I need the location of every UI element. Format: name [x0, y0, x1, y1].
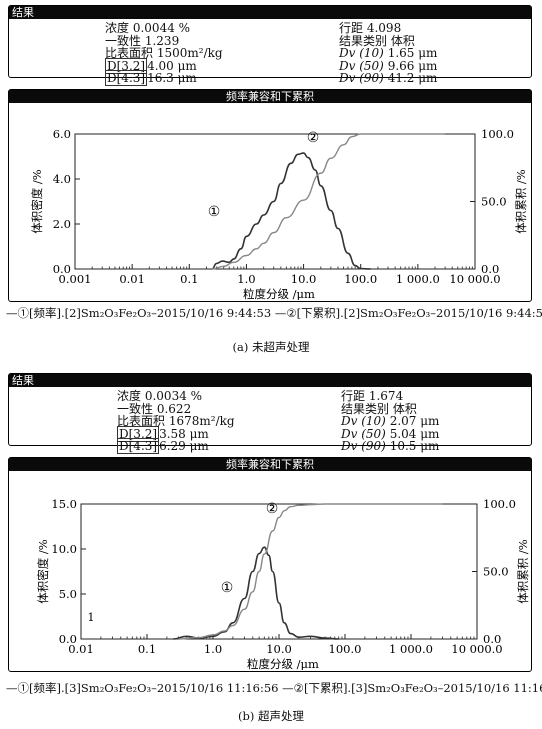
series-line-2 [211, 133, 446, 270]
caption-b: (b) 超声处理 [238, 709, 304, 723]
x-tick-label: 100.0 [344, 272, 377, 286]
chart-title-a: 频率兼容和下累积 [9, 90, 531, 103]
x-axis-label: 粒度分级 /μm [247, 657, 319, 670]
y-right-tick-label: 50.0 [481, 195, 507, 209]
stats-left-a: 浓度 0.0044 % 一致性 1.239 比表面积 1500m²/kg D[3… [105, 21, 223, 86]
y-left-tick-label: 2.0 [53, 217, 71, 231]
x-tick-label: 0.01 [68, 642, 94, 656]
y-left-tick-label: 6.0 [53, 127, 71, 141]
stats-right-b: 行距 1.674 结果类别 体积 Dv (10) 2.07 μm Dv (50)… [341, 390, 439, 453]
stats-b: 浓度 0.0034 % 一致性 0.622 比表面积 1678m²/kg D[3… [9, 387, 531, 454]
stats-left-b: 浓度 0.0034 % 一致性 0.622 比表面积 1678m²/kg D[3… [117, 389, 235, 454]
x-tick-label: 0.1 [138, 642, 156, 656]
y-right-tick-label: 50.0 [483, 565, 509, 579]
series-marker-1: ① [221, 580, 234, 596]
results-header-a: 结果 [9, 6, 531, 19]
chart-b: 0.01 0.1 1.0 10.0 100.0 1 000.0 10 000.00.05.0… [36, 497, 530, 670]
stat-concentration: 浓度 0.0044 % [105, 21, 191, 35]
x-tick-label: 1 000.0 [389, 642, 433, 656]
legend-b: —①[频率].[3]Sm₂O₃Fe₂O₃–2015/10/16 11:16:56… [6, 681, 542, 695]
stat-dv50: Dv (50) 5.04 μm [341, 426, 440, 441]
y-left-tick-label: 10.0 [51, 542, 77, 556]
legend-a: —①[频率].[2]Sm₂O₃Fe₂O₃–2015/10/16 9:44:53 … [6, 306, 542, 320]
stat-dv90: Dv (90) 41.2 μm [339, 71, 438, 85]
y-left-tick-label: 4.0 [53, 172, 71, 186]
y-left-tick-label: 0.0 [53, 262, 71, 276]
x-tick-label: 10.0 [291, 272, 317, 286]
results-panel-b: 结果 浓度 0.0034 % 一致性 0.622 比表面积 1678m²/kg … [8, 373, 532, 454]
side-marker: 1 [88, 611, 95, 624]
y-right-tick-label: 0.0 [481, 262, 499, 276]
stat-concentration: 浓度 0.0034 % [117, 389, 203, 403]
x-tick-label: 10 000.0 [449, 272, 500, 286]
stat-uniformity: 一致性 0.622 [117, 401, 192, 416]
stat-dv10: Dv (10) 1.65 μm [339, 46, 438, 60]
stat-uniformity: 一致性 1.239 [105, 33, 180, 48]
x-tick-label: 0.1 [180, 272, 198, 286]
chart-title-b: 频率兼容和下累积 [9, 458, 531, 471]
series-marker-2: ② [266, 501, 279, 517]
chart-panel-a: 频率兼容和下累积 0.001 0.01 0.1 1.0 10.0 100.0 1 000.0… [8, 89, 532, 302]
series-line-1 [211, 152, 371, 270]
series-marker-1: ① [208, 204, 221, 220]
stat-d32: D[3.2] 4.00 μm [105, 57, 197, 74]
results-header-b: 结果 [9, 374, 531, 387]
stat-dv90: Dv (90) 10.5 μm [341, 439, 440, 453]
x-tick-label: 100.0 [329, 642, 362, 656]
x-tick-label: 10.0 [266, 642, 292, 656]
y-left-axis-label: 体积密度 /% [36, 539, 50, 604]
results-panel-a: 结果 浓度 0.0044 % 一致性 1.239 比表面积 1500m²/kg … [8, 5, 532, 86]
chart-panel-b: 频率兼容和下累积 0.01 0.1 1.0 10.0 100.0 1 000.0 10 00… [8, 457, 532, 672]
stat-obscuration: 行距 1.674 [341, 389, 404, 403]
x-axis-label: 粒度分级 /μm [243, 287, 315, 300]
x-tick-label: 1.0 [204, 642, 222, 656]
y-right-tick-label: 100.0 [483, 497, 516, 511]
x-tick-label: 0.01 [119, 272, 145, 286]
y-right-tick-label: 0.0 [483, 632, 501, 646]
x-tick-label: 1 000.0 [396, 272, 440, 286]
stat-specific-surface: 比表面积 1678m²/kg [117, 414, 235, 428]
stat-d32: D[3.2] 3.58 μm [117, 425, 209, 442]
x-tick-label: 0.001 [59, 272, 92, 286]
series-marker-2: ② [307, 130, 320, 146]
y-right-tick-label: 100.0 [481, 127, 514, 141]
series-line-2 [178, 503, 443, 640]
chart-a: 0.001 0.01 0.1 1.0 10.0 100.0 1 000.0 10 000.00… [30, 127, 528, 300]
y-right-axis-label: 体积累积 /% [516, 539, 530, 604]
stats-right-a: 行距 4.098 结果类别 体积 Dv (10) 1.65 μm Dv (50)… [339, 22, 437, 85]
caption-a: (a) 未超声处理 [232, 340, 310, 354]
y-left-axis-label: 体积密度 /% [30, 169, 44, 234]
stats-a: 浓度 0.0044 % 一致性 1.239 比表面积 1500m²/kg D[3… [9, 19, 531, 86]
stat-result-type: 结果类别 体积 [339, 33, 415, 48]
series-line-1 [173, 546, 339, 640]
stat-d43: D[4.3] 6.29 μm [117, 438, 209, 454]
stat-obscuration: 行距 4.098 [339, 21, 402, 35]
x-tick-label: 10 000.0 [451, 642, 502, 656]
plot-frame-b [80, 503, 478, 640]
stat-specific-surface: 比表面积 1500m²/kg [105, 46, 223, 60]
x-tick-label: 1.0 [237, 272, 255, 286]
stat-dv10: Dv (10) 2.07 μm [341, 414, 440, 428]
stat-dv50: Dv (50) 9.66 μm [339, 58, 438, 73]
y-left-tick-label: 15.0 [51, 497, 77, 511]
stat-result-type: 结果类别 体积 [341, 401, 417, 416]
y-left-tick-label: 5.0 [59, 587, 77, 601]
y-right-axis-label: 体积累积 /% [514, 169, 528, 234]
y-left-tick-label: 0.0 [59, 632, 77, 646]
stat-d43: D[4.3] 16.3 μm [105, 70, 197, 86]
